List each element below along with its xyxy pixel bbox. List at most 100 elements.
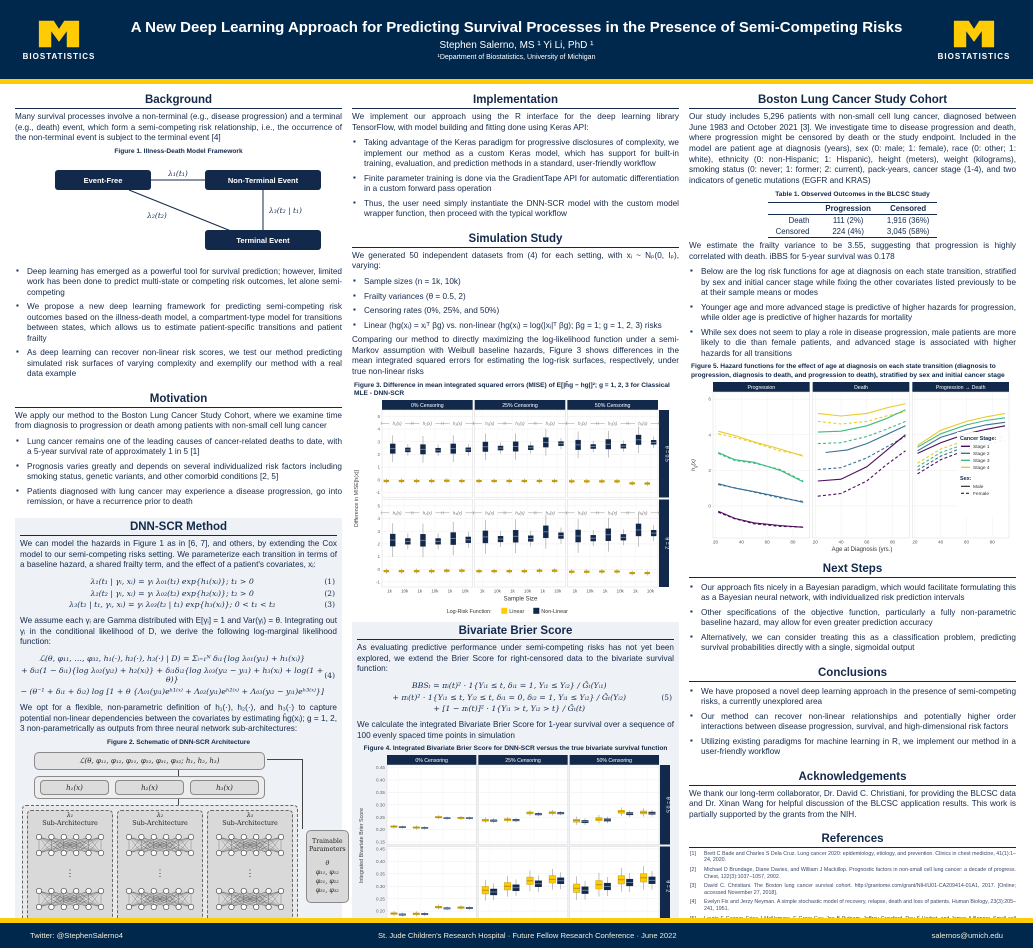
section-blcsc-cohort: Boston Lung Cancer Study Cohort Our stud… (689, 91, 1016, 554)
svg-text:h₁(x): h₁(x) (393, 421, 402, 426)
section-title: Bivariate Brier Score (357, 623, 674, 640)
bullet-item: Our approach fits nicely in a Bayesian p… (690, 582, 1016, 604)
bullet-item: While sex does not seem to play a role i… (690, 327, 1016, 360)
section-dnn-scr-method: DNN-SCR Method We can model the hazards … (15, 517, 349, 918)
svg-text:1k: 1k (603, 588, 608, 593)
umich-logo-right: BIOSTATISTICS (931, 18, 1017, 61)
svg-text:1k: 1k (510, 588, 515, 593)
table-header: Progression (825, 204, 871, 214)
paragraph: Our study includes 5,296 patients with n… (689, 112, 1016, 185)
svg-text:θ = 0.5: θ = 0.5 (665, 797, 671, 813)
figure4-caption: Figure 4. Integrated Bivariate Brier Sco… (363, 745, 668, 753)
svg-text:Sample Size: Sample Size (504, 596, 538, 602)
paragraph: We apply our method to the Boston Lung C… (15, 410, 342, 431)
svg-text:2: 2 (377, 452, 380, 457)
svg-text:25% Censoring: 25% Censoring (505, 758, 541, 764)
reference-item: Laurie E Gaspar, Erica J McNamara, E Gre… (690, 916, 1016, 918)
bullet-item: Patients diagnosed with lung cancer may … (16, 486, 342, 508)
svg-text:0% Censoring: 0% Censoring (415, 758, 448, 764)
parameter-label: φ₃₁, φ₃₂ (315, 887, 339, 895)
svg-text:h₂(x): h₂(x) (608, 421, 618, 426)
paragraph: We implement our approach using the R in… (352, 112, 679, 132)
svg-text:0.15: 0.15 (376, 840, 385, 845)
sub-arch-label: Sub-Architecture (222, 819, 278, 828)
equation-number: (2) (324, 588, 335, 598)
svg-text:θ = 2: θ = 2 (664, 537, 670, 549)
bullet-list: Taking advantage of the Keras paradigm f… (352, 137, 679, 220)
table-cell: 111 (2%) (832, 216, 864, 226)
equation-line: λ₁(t₁ | γᵢ, xᵢ) = γᵢ λ₀₁(t₁) exp{h₁(xᵢ)}… (90, 576, 254, 586)
svg-text:h₂(x): h₂(x) (515, 510, 525, 515)
bullet-item: Younger age and more advanced stage is p… (690, 302, 1016, 324)
svg-text:Non-Linear: Non-Linear (541, 609, 568, 615)
figure1-illness-death-diagram: Event-Free Non-Terminal Event Terminal Eve… (15, 158, 342, 262)
neural-network-glyph: ⋮ (29, 828, 111, 918)
svg-text:⋮: ⋮ (66, 868, 75, 878)
svg-text:40: 40 (938, 539, 944, 544)
table-cell: 1,916 (36%) (886, 216, 930, 226)
svg-text:10k: 10k (586, 588, 594, 593)
svg-text:1k: 1k (448, 588, 453, 593)
block-m-icon (952, 19, 996, 49)
bullet-item: Taking advantage of the Keras paradigm f… (353, 137, 679, 170)
svg-text:50% Censoring: 50% Censoring (595, 403, 631, 409)
equation-line: − (θ⁻¹ + δᵢ₁ + δᵢ₂) log [1 + θ {Λ₀₁(yᵢ₁)… (20, 687, 324, 697)
bullet-item: Other specifications of the objective fu… (690, 607, 1016, 629)
svg-text:1k: 1k (573, 588, 578, 593)
svg-text:h₂(x): h₂(x) (423, 510, 433, 515)
connector-line (302, 759, 303, 830)
bullet-item: Finite parameter training is done via th… (353, 173, 679, 195)
reference-list: Brett C Bade and Charles S Dela Cruz. Lu… (689, 851, 1016, 918)
equation-line: BBSₜ = πᵢ(t)² · 1{Yᵢ₁ ≤ t, δᵢ₁ = 1, Yᵢ₁ … (411, 680, 607, 690)
architecture-body: λ₁ Sub-Architecture ⋮ λ₂ Sub-Architectur… (22, 805, 349, 918)
h1-output-box: h₁(x) (40, 780, 109, 796)
svg-text:Stage 3: Stage 3 (973, 458, 990, 464)
equation-number: (5) (661, 692, 672, 702)
equation-line: λ₂(t₂ | γᵢ, xᵢ) = γᵢ λ₀₂(t₂) exp{h₂(xᵢ)}… (90, 588, 254, 598)
svg-text:0.35: 0.35 (376, 871, 385, 876)
svg-text:Stage 4: Stage 4 (973, 465, 990, 471)
section-title: DNN-SCR Method (20, 519, 337, 536)
bullet-list: Our approach fits nicely in a Bayesian p… (689, 582, 1016, 654)
bullet-list: We have proposed a novel deep learning a… (689, 686, 1016, 758)
authors: Stephen Salerno, MS ¹ Yi Li, PhD ¹ (439, 39, 594, 51)
svg-text:Progression → Death: Progression → Death (936, 385, 986, 391)
figure4-brier-boxplot: 0% Censoring 25% Censoring 50% Censoring θ … (357, 754, 674, 918)
svg-text:Female: Female (973, 491, 989, 497)
svg-text:20: 20 (912, 539, 918, 544)
bullet-item: Our method can recover non-linear relati… (690, 711, 1016, 733)
svg-text:60: 60 (964, 539, 970, 544)
section-title: Background (15, 92, 342, 109)
footer-email: salernos@umich.edu (931, 931, 1003, 940)
block-m-icon (37, 19, 81, 49)
column-left: Background Many survival processes invol… (15, 91, 349, 918)
svg-text:0.30: 0.30 (376, 802, 385, 807)
row-label: Censored (775, 227, 810, 237)
svg-text:Death: Death (854, 385, 868, 391)
svg-text:0.45: 0.45 (376, 765, 385, 770)
svg-text:25% Censoring: 25% Censoring (502, 403, 538, 409)
bullet-item: Prognosis varies greatly and depends on … (16, 461, 342, 483)
trainable-parameters-box: Trainable Parameters θ φ₁₁, φ₁₂ φ₂₁, φ₂₂ φ₃… (306, 829, 349, 904)
svg-text:0: 0 (708, 503, 711, 509)
svg-text:80: 80 (990, 539, 996, 544)
loss-function-box: ℒ(θ, φ₁₁, φ₁₂, φ₂₁, φ₂₂, φ₃₁, φ₃₂; h₁, h… (34, 752, 265, 771)
footer-accent-bar (0, 918, 1033, 923)
paragraph: As evaluating predictive performance und… (357, 642, 674, 674)
section-conclusions: Conclusions We have proposed a novel dee… (689, 664, 1016, 762)
sub-arch-lambda: λ₃ (246, 812, 254, 820)
bullet-item: Below are the log risk functions for age… (690, 266, 1016, 299)
paragraph: We can model the hazards in Figure 1 as … (20, 538, 337, 570)
svg-text:1: 1 (377, 465, 380, 470)
table1-caption: Table 1. Observed Outcomes in the BLCSC … (775, 190, 930, 198)
equation-number: (4) (324, 670, 335, 680)
section-acknowledgements: Acknowledgements We thank our long-term … (689, 768, 1016, 824)
equation-line: + δᵢ₂(1 − δᵢ₁){log λ₀₂(yᵢ₂) + h₂(xᵢ)} + … (21, 665, 324, 685)
bullet-item: As deep learning can recover non-linear … (16, 347, 342, 380)
table-header (768, 203, 818, 215)
equation-line: λ₃(t₂ | t₁, γᵢ, xᵢ) = γᵢ λ₀₃(t₂ | t₁) ex… (69, 600, 276, 610)
svg-text:80: 80 (790, 539, 796, 544)
svg-text:0.40: 0.40 (376, 859, 385, 864)
section-references: References Brett C Bade and Charles S De… (689, 830, 1016, 918)
